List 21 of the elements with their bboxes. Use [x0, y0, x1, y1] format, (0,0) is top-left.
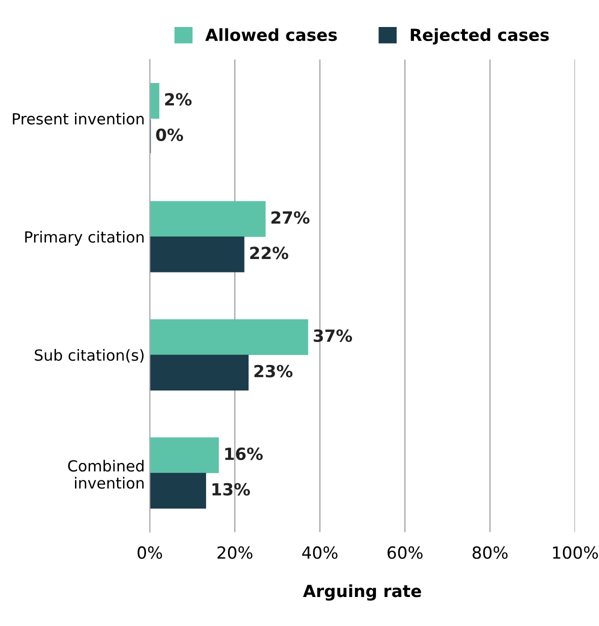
data-label: 23%: [254, 364, 292, 378]
x-axis-title: Arguing rate: [302, 584, 422, 601]
x-tick-label: 60%: [388, 546, 423, 559]
legend-label: Rejected cases: [410, 28, 549, 44]
y-tick-label: Combined invention: [68, 460, 144, 489]
data-label: 37%: [314, 329, 352, 342]
x-tick-label: 40%: [302, 546, 338, 559]
y-tick-label: Sub citation(s): [34, 349, 144, 363]
y-tick-label: Present invention: [12, 112, 144, 125]
y-tick-label: Primary citation: [25, 230, 144, 246]
data-label: 16%: [225, 448, 263, 460]
x-tick-label: 80%: [472, 546, 508, 559]
data-label: 27%: [271, 211, 310, 224]
x-tick-label: 100%: [553, 546, 598, 559]
data-label: 2%: [165, 93, 192, 106]
data-label: 22%: [250, 246, 288, 260]
data-label: 13%: [212, 482, 250, 496]
x-tick-label: 0%: [138, 546, 162, 559]
legend-label: Allowed cases: [205, 28, 337, 42]
data-label: 0%: [156, 128, 184, 142]
x-tick-label: 20%: [218, 546, 252, 559]
